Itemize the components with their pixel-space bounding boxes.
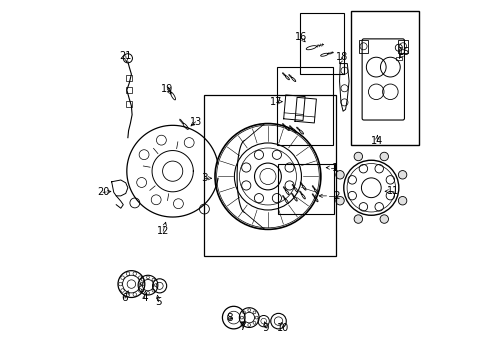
Circle shape xyxy=(354,152,363,161)
Text: 1: 1 xyxy=(332,163,338,173)
Bar xyxy=(126,87,132,93)
Text: 19: 19 xyxy=(161,84,173,94)
Text: 15: 15 xyxy=(398,47,411,57)
Text: 20: 20 xyxy=(97,187,109,197)
Text: 13: 13 xyxy=(190,117,202,127)
Text: 4: 4 xyxy=(141,293,148,303)
Text: 6: 6 xyxy=(122,293,128,303)
Circle shape xyxy=(380,152,389,161)
Text: 9: 9 xyxy=(263,323,270,333)
Text: 12: 12 xyxy=(157,226,170,236)
Text: 8: 8 xyxy=(226,313,233,323)
Bar xyxy=(126,101,132,107)
Bar xyxy=(396,57,402,60)
Text: 7: 7 xyxy=(240,323,246,333)
Bar xyxy=(278,164,334,213)
Bar xyxy=(398,40,408,53)
Text: 18: 18 xyxy=(336,52,348,62)
Bar xyxy=(204,95,336,256)
Bar xyxy=(300,13,344,74)
Bar xyxy=(126,75,132,81)
FancyBboxPatch shape xyxy=(362,39,404,120)
Text: 17: 17 xyxy=(270,97,282,107)
Circle shape xyxy=(398,171,407,179)
Text: 5: 5 xyxy=(155,297,162,307)
Text: 2: 2 xyxy=(333,191,340,201)
Text: 3: 3 xyxy=(201,173,208,183)
Text: 14: 14 xyxy=(371,136,383,146)
Circle shape xyxy=(380,215,389,223)
Circle shape xyxy=(336,171,344,179)
Polygon shape xyxy=(112,180,128,196)
Text: 21: 21 xyxy=(120,51,132,61)
Circle shape xyxy=(354,215,363,223)
Circle shape xyxy=(336,197,344,205)
Text: 10: 10 xyxy=(277,323,289,333)
Bar xyxy=(359,40,368,53)
Text: 16: 16 xyxy=(294,32,307,42)
Bar xyxy=(351,11,419,145)
Circle shape xyxy=(398,197,407,205)
Text: 11: 11 xyxy=(387,186,399,196)
Bar xyxy=(277,67,333,145)
